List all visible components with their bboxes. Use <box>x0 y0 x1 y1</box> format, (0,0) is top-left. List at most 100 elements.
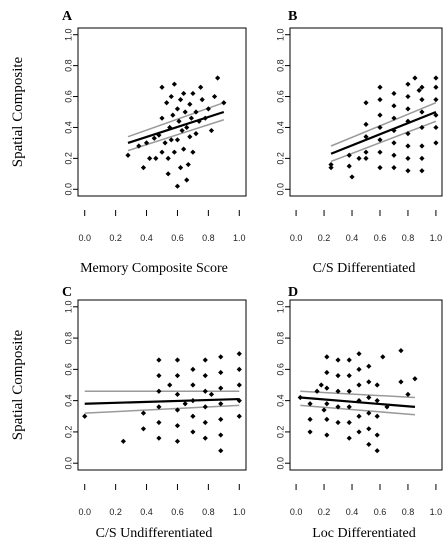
plot-frame <box>289 299 443 471</box>
data-point <box>156 404 162 410</box>
data-point <box>174 438 181 444</box>
data-point <box>153 155 159 161</box>
x-axis-title: Loc Differentiated <box>312 526 416 541</box>
data-point <box>374 413 380 419</box>
data-point <box>377 149 383 155</box>
panel-d: D 0.0 0.2 0.4 0.6 0.8 1.0 0.0 0.2 0.4 0.6 0.8 1.0 Loc… <box>275 285 443 541</box>
data-point <box>374 382 380 388</box>
data-point <box>356 429 362 435</box>
data-point <box>125 152 131 158</box>
y-tick-label: 0.0 <box>63 457 73 470</box>
data-point <box>363 134 369 140</box>
x-tick-label: 0.2 <box>109 233 122 243</box>
data-point <box>181 90 187 97</box>
x-tick-label: 0.0 <box>290 507 303 517</box>
regression-line <box>300 396 416 408</box>
data-point <box>182 401 188 407</box>
data-point <box>205 106 211 112</box>
data-point <box>324 432 330 438</box>
data-point <box>156 388 162 394</box>
data-point <box>218 401 224 407</box>
data-point <box>156 373 162 379</box>
data-point <box>199 97 205 103</box>
y-tick-label: 0.8 <box>275 59 285 72</box>
data-point <box>179 127 185 134</box>
x-tick-label: 0.8 <box>202 507 215 517</box>
data-point <box>377 124 383 131</box>
data-point <box>419 84 425 90</box>
ci-lower-line <box>84 404 240 414</box>
data-point <box>391 115 397 121</box>
plot-frame <box>289 27 443 197</box>
data-point <box>356 382 362 388</box>
data-point <box>335 388 341 394</box>
data-point <box>236 351 242 357</box>
x-tick-label: 0.4 <box>140 233 153 243</box>
y-tick-label: 0.0 <box>275 183 285 196</box>
x-axis-title: Memory Composite Score <box>80 261 228 276</box>
x-tick-label: 1.0 <box>233 507 246 517</box>
data-point <box>218 354 224 360</box>
plot-frame <box>77 27 247 197</box>
data-point <box>346 163 352 169</box>
data-point <box>363 155 369 161</box>
data-point <box>140 410 147 416</box>
data-point <box>391 140 397 146</box>
data-point <box>356 351 362 357</box>
data-point <box>193 131 199 137</box>
data-point <box>346 435 352 441</box>
data-point <box>391 90 397 97</box>
x-tick-label: 0.0 <box>78 507 91 517</box>
y-tick-label: 0.4 <box>63 394 73 407</box>
data-point <box>181 146 187 152</box>
data-point <box>405 81 411 87</box>
data-point <box>176 118 182 124</box>
data-point <box>374 398 380 404</box>
y-tick-label: 0.0 <box>275 457 285 470</box>
data-point <box>307 401 313 407</box>
data-point <box>324 385 330 391</box>
y-tick-label: 0.2 <box>63 152 73 165</box>
data-point <box>171 149 177 155</box>
data-point <box>218 448 224 454</box>
data-point <box>433 84 439 90</box>
x-tick-label: 0.6 <box>171 233 184 243</box>
data-point <box>156 435 162 441</box>
data-point <box>433 112 439 118</box>
data-point <box>433 75 439 81</box>
data-point <box>346 419 352 426</box>
data-point <box>307 416 313 423</box>
x-tick-label: 0.2 <box>109 507 122 517</box>
data-point <box>218 416 224 423</box>
data-point <box>190 90 196 97</box>
data-point <box>363 149 369 155</box>
data-point <box>159 115 165 121</box>
y-tick-label: 1.0 <box>275 28 285 41</box>
data-point <box>136 143 142 149</box>
data-point <box>236 413 242 419</box>
x-tick-label: 1.0 <box>233 233 246 243</box>
data-point <box>168 137 174 143</box>
y-tick-label: 0.8 <box>275 332 285 345</box>
data-point <box>405 131 411 137</box>
data-point <box>202 373 208 379</box>
data-point <box>412 75 418 81</box>
data-point <box>328 165 334 171</box>
data-point <box>416 87 422 93</box>
data-point <box>324 416 330 423</box>
data-point <box>218 369 224 376</box>
data-point <box>366 441 372 448</box>
data-point <box>366 363 372 369</box>
data-point <box>374 432 380 438</box>
data-point <box>184 124 190 131</box>
x-tick-label: 0.8 <box>202 233 215 243</box>
data-point <box>184 177 190 183</box>
data-point <box>202 357 208 363</box>
data-point <box>321 407 327 413</box>
data-point <box>159 84 165 90</box>
x-tick-label: 0.8 <box>402 233 415 243</box>
x-tick-label: 0.6 <box>171 507 184 517</box>
data-point <box>171 81 177 87</box>
regression-line <box>127 110 225 144</box>
data-point <box>366 426 372 432</box>
